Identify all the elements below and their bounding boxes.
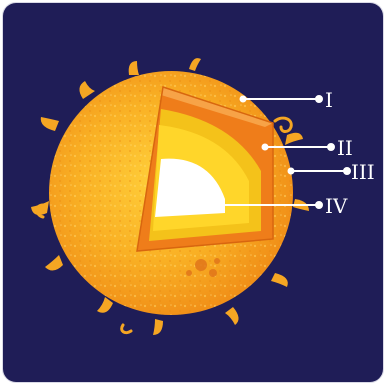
- leader-lines: [215, 95, 351, 209]
- layer-core: [155, 158, 225, 217]
- layer-outer-edge: [161, 87, 273, 127]
- label-II: II: [337, 136, 353, 160]
- sunspots: [186, 258, 220, 277]
- label-IV: IV: [325, 194, 348, 218]
- label-I: I: [325, 88, 333, 112]
- label-III: III: [351, 160, 375, 184]
- sun-diagram: I II III IV: [2, 2, 384, 383]
- flare-swirls: [35, 116, 293, 335]
- sun-diagram-canvas: I II III IV: [3, 3, 383, 382]
